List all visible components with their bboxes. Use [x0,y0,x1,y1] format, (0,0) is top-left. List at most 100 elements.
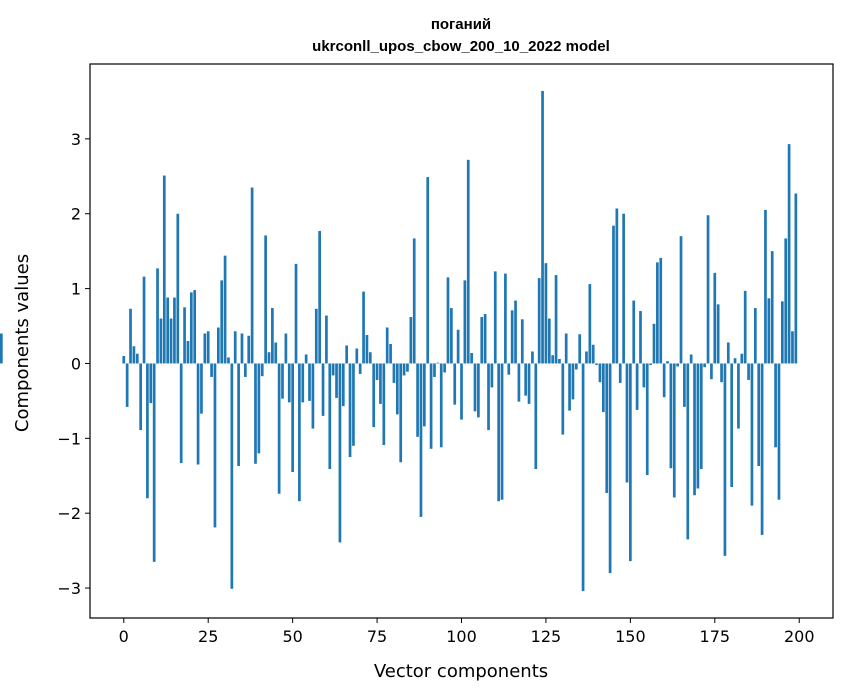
bar-component-133 [571,363,575,400]
bar-component-107 [483,314,487,364]
bar-component-119 [524,363,528,396]
bar-component-20 [189,292,193,364]
bar-component-11 [159,318,163,364]
bar-component-105 [477,363,480,418]
plot-area-frame [89,63,834,619]
bar-component-147 [618,363,622,383]
y-tick-label: 0 [71,354,81,373]
bar-component-158 [656,262,659,364]
bar-component-152 [635,363,639,410]
bar-component-186 [750,363,754,506]
bar-component-17 [179,363,183,464]
bar-component-130 [561,363,565,435]
bar-component-170 [696,363,700,489]
bar-component-28 [216,327,220,364]
bar-component-95 [443,363,446,373]
y-tick-label: −1 [57,429,81,448]
bar-component-198 [791,331,794,364]
bar-component-25 [206,331,210,364]
x-tick-label: 75 [367,627,387,646]
bar-component-132 [568,363,571,411]
bar-component-86 [412,238,416,364]
bar-component-116 [514,300,517,364]
bar-component-151 [632,300,636,364]
bar-component-21 [193,290,197,364]
bar-component-176 [716,304,720,364]
bar-component-34 [237,363,240,467]
bar-component-10 [156,268,159,364]
bar-component-149 [625,363,629,483]
bar-component-53 [301,363,305,403]
bar-component-189 [760,363,764,535]
bar-component-138 [588,284,592,364]
bar-component-42 [264,235,267,364]
bar-component-197 [787,144,791,364]
bar-component-174 [710,363,713,380]
bar-component-27 [213,363,217,528]
bar-component-50 [291,363,294,473]
bar-component-172 [703,363,707,368]
bar-component-59 [321,363,325,416]
bar-component-135 [578,334,582,364]
bar-component-69 [355,348,359,364]
bar-component-122 [534,363,538,470]
bar-component-113 [504,273,507,364]
bar-component-76 [379,363,382,404]
bar-component-104 [473,363,477,412]
x-tick-label: 125 [531,627,562,646]
bar-component-115 [510,310,514,364]
bar-component-31 [227,357,230,364]
y-tick-label: 3 [71,130,81,149]
bar-component-44 [271,308,274,364]
bar-component-68 [352,363,355,446]
y-tick-label: 2 [71,205,81,224]
bar-component-195 [780,301,784,364]
bar-component-185 [747,363,750,380]
bar-component-89 [423,363,426,427]
bar-component-190 [764,209,767,364]
bar-component-164 [676,363,679,367]
bar-component-121 [531,351,534,364]
y-tick-label: 1 [71,280,81,299]
bar-component-1 [125,363,129,407]
bar-component-171 [699,363,703,470]
bar-component-26 [210,363,213,377]
bar-component-49 [287,363,291,403]
x-tick-label: 0 [119,627,129,646]
bar-component-61 [328,363,332,470]
bar-component-192 [770,251,774,364]
bar-component-154 [642,363,646,388]
bar-series [0,90,798,592]
bar-component-162 [669,363,673,469]
bar-component-182 [737,363,740,429]
bar-component-91 [429,363,433,449]
bar-component-93 [436,362,440,364]
bar-component-144 [608,363,612,574]
bar-component-55 [308,363,311,401]
bar-component-184 [743,290,747,364]
x-axis-ticks: 0 25 50 75 100 125 150 175 200 [119,618,815,646]
bar-component-75 [375,363,379,380]
bar-component-2 [129,308,132,364]
bar-component-103 [470,352,473,364]
bar-component-128 [554,275,558,364]
bar-component-62 [331,363,335,376]
bar-component-169 [693,363,696,496]
bar-component-18 [183,307,186,364]
bar-component-183 [740,353,744,364]
bar-component-81 [395,363,399,415]
bar-component-24 [203,333,207,364]
bar-component-100 [460,363,463,420]
bar-component-155 [645,363,649,476]
bar-component-180 [730,363,734,487]
bar-component-12 [162,175,166,364]
bar-component-88 [419,363,423,517]
bar-component-58 [318,230,321,364]
bar-component-160 [662,363,666,398]
bar-component-45 [274,342,278,364]
bar-component-94 [439,363,443,448]
bar-component-117 [517,363,521,402]
bar-component-187 [753,308,757,364]
bar-component-79 [389,343,392,364]
